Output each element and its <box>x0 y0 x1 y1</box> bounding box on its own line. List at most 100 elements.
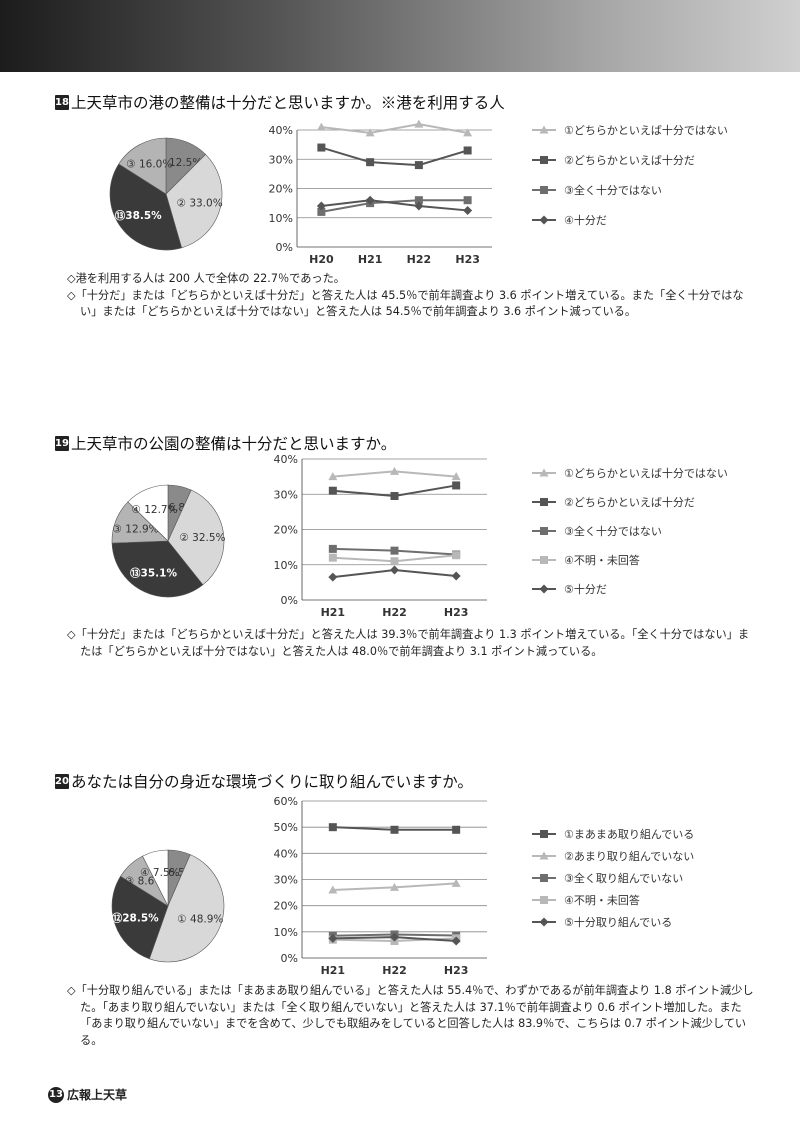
legend: ①どちらかといえば十分ではない ②どちらかといえば十分だ ③全く十分ではない ④十分だ <box>532 123 728 227</box>
y-tick-label: 20% <box>269 183 293 196</box>
legend-marker <box>540 830 548 838</box>
legend-label: ③全く取り組んでいない <box>564 871 683 885</box>
data-point <box>463 128 473 137</box>
legend-marker <box>540 156 548 164</box>
legend-label: ③全く十分ではない <box>564 524 662 538</box>
data-point <box>317 143 326 152</box>
footer: 13 広報上天草 <box>48 1086 127 1103</box>
data-point <box>463 196 472 205</box>
data-point <box>452 481 461 490</box>
pie-slice-label: ⑬35.1% <box>130 567 177 580</box>
question-text: 上天草市の公園の整備は十分だと思いますか。 <box>71 435 397 453</box>
data-point <box>328 553 337 562</box>
question-number: 18 <box>55 94 69 110</box>
note-line: ◇「十分だ」または「どちらかといえば十分だ」と答えた人は 39.3％で前年調査よ… <box>67 628 750 658</box>
data-point <box>328 486 337 495</box>
legend: ①どちらかといえば十分ではない ②どちらかといえば十分だ ③全く十分ではない ④不明・… <box>532 466 728 596</box>
question-text: あなたは自分の身近な環境づくりに取り組んでいますか。 <box>71 773 473 791</box>
data-point <box>390 565 399 575</box>
pie-slice <box>167 489 225 586</box>
data-point <box>414 201 424 211</box>
publication-name: 広報上天草 <box>67 1088 128 1102</box>
legend-marker <box>540 498 548 506</box>
y-tick-label: 0% <box>276 241 293 254</box>
pie-slice <box>148 854 225 963</box>
data-point <box>414 119 424 128</box>
data-point <box>451 936 461 946</box>
legend-marker <box>539 851 549 860</box>
legend-marker <box>540 527 548 535</box>
data-point <box>366 158 375 167</box>
legend-label: ①どちらかといえば十分ではない <box>564 466 728 480</box>
x-tick-label: H22 <box>407 253 432 265</box>
x-tick-label: H20 <box>309 253 334 265</box>
data-point <box>328 823 337 832</box>
x-tick-label: H21 <box>321 606 346 619</box>
data-point <box>328 885 338 894</box>
data-point <box>316 201 326 211</box>
pie-slice <box>111 540 204 598</box>
pie-slice <box>109 163 182 251</box>
pie-slice-label: ④ 12.5% <box>156 157 202 169</box>
pie-slice-label: ② 33.0% <box>177 198 223 210</box>
legend-label: ②どちらかといえば十分だ <box>564 153 695 167</box>
x-tick-label: H22 <box>382 964 407 977</box>
data-point <box>451 878 461 887</box>
y-tick-label: 40% <box>269 124 293 137</box>
pie-slice <box>111 875 169 960</box>
legend-label: ④不明・未回答 <box>564 893 640 907</box>
question-number: 19 <box>55 435 69 451</box>
note-line: ◇「十分だ」または「どちらかといえば十分だ」と答えた人は 45.5％で前年調査よ… <box>67 288 744 319</box>
y-tick-label: 0% <box>281 594 298 607</box>
data-point <box>414 196 423 205</box>
pie-slice-label: ④ 12.7% <box>131 504 177 516</box>
pie-slice-label: ⑬38.5% <box>115 209 162 222</box>
series-line <box>321 123 468 134</box>
pie-slice-label: ② 32.5% <box>179 532 225 544</box>
pie-chart: ⑤ 6.8%② 32.5%⑬35.1%③ 12.9%④ 12.7% <box>111 484 226 598</box>
data-point <box>390 557 399 566</box>
legend-marker <box>539 468 549 477</box>
y-tick-label: 30% <box>274 874 298 887</box>
pie-slice <box>127 484 169 542</box>
legend-label: ④十分だ <box>564 213 607 227</box>
legend-label: ①どちらかといえば十分ではない <box>564 123 728 137</box>
series-line <box>321 146 468 167</box>
line-chart: 0% 10% 20% 30% 40% 50% 60% H21 H22 H23 <box>274 795 487 977</box>
note-line: ◇「十分取り組んでいる」または「まあまあ取り組んでいる」と答えた人は 55.4％… <box>67 984 754 1047</box>
x-tick-label: H23 <box>455 253 480 265</box>
y-tick-label: 50% <box>274 821 298 834</box>
data-point <box>365 195 375 205</box>
y-tick-label: 20% <box>274 524 298 537</box>
question-number: 20 <box>55 773 69 789</box>
question-title: 20 あなたは自分の身近な環境づくりに取り組んでいますか。 <box>55 770 473 792</box>
legend-marker <box>539 584 549 594</box>
line-chart: 0% 10% 20% 30% 40% H20 H21 H22 H23 <box>269 119 492 265</box>
data-point <box>390 932 399 942</box>
legend-label: ②あまり取り組んでいない <box>564 850 694 863</box>
data-point <box>390 882 399 891</box>
data-point <box>390 492 399 501</box>
data-point <box>328 472 338 481</box>
data-point <box>463 205 473 215</box>
notes: ◇港を利用する人は 200 人で全体の 22.7％であった。 ◇「十分だ」または… <box>67 271 757 321</box>
x-tick-label: H21 <box>358 253 383 265</box>
legend-label: ③全く十分ではない <box>564 183 662 197</box>
pie-slice-label: ③ 12.9% <box>113 524 159 536</box>
pie-slice-label: ③ 16.0% <box>126 159 172 171</box>
legend-marker <box>539 917 549 927</box>
data-point <box>451 472 461 481</box>
data-point <box>328 544 337 553</box>
pie-slice <box>165 153 223 249</box>
y-tick-label: 20% <box>274 900 298 913</box>
legend-label: ⑤十分取り組んでいる <box>564 915 672 929</box>
notes: ◇「十分だ」または「どちらかといえば十分だ」と答えた人は 39.3％で前年調査よ… <box>67 627 757 660</box>
legend-marker <box>540 896 548 904</box>
pie-slice-label: ① 48.9% <box>177 914 223 926</box>
y-tick-label: 0% <box>281 952 298 965</box>
legend-marker <box>540 186 548 194</box>
question-text: 上天草市の港の整備は十分だと思いますか。※港を利用する人 <box>71 94 505 112</box>
y-tick-label: 10% <box>269 212 293 225</box>
y-tick-label: 60% <box>274 795 298 808</box>
x-tick-label: H23 <box>444 964 469 977</box>
